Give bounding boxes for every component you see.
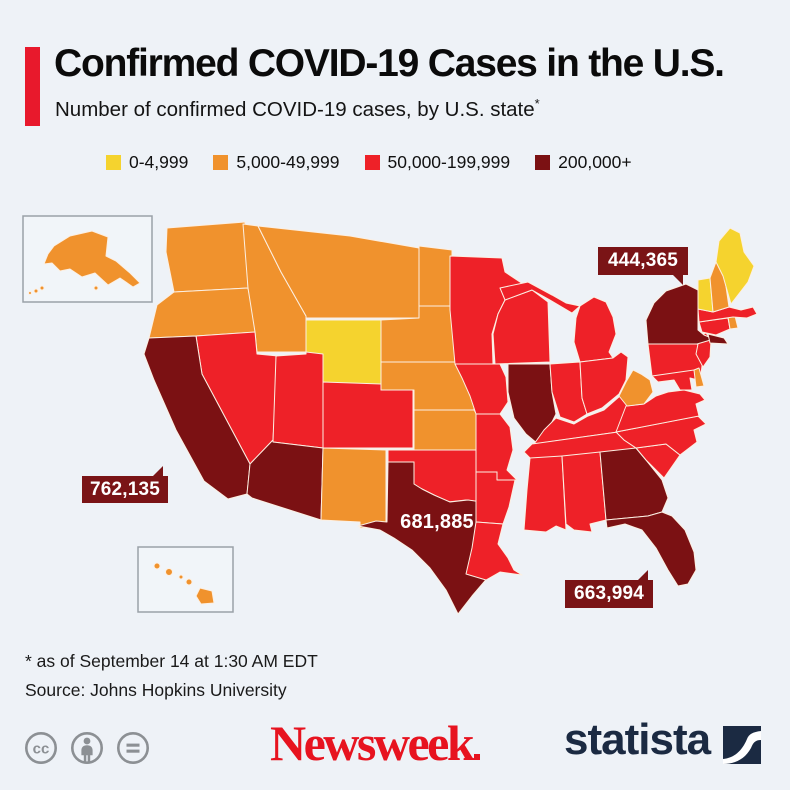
state-AK	[28, 230, 141, 295]
state-TX	[357, 461, 498, 615]
newsweek-logo: Newsweek	[270, 714, 481, 772]
subtitle-text: Number of confirmed COVID-19 cases, by U…	[55, 97, 535, 121]
callout-california: 762,135	[82, 466, 168, 503]
legend-item-0-4999: 0-4,999	[106, 152, 188, 173]
state-MO	[475, 413, 518, 481]
callout-new-york: 444,365	[598, 247, 688, 285]
state-WA	[165, 221, 249, 293]
hawaii-inset-box	[137, 546, 234, 613]
footnote: * as of September 14 at 1:30 AM EDT	[25, 651, 318, 671]
statista-logo-mark	[723, 726, 761, 764]
state-UT	[272, 351, 324, 449]
states-layer	[28, 221, 758, 615]
state-MI-upper-peninsula	[499, 281, 581, 314]
newsweek-dot	[474, 754, 481, 760]
state-ND	[418, 245, 453, 307]
callout-value: 762,135	[89, 478, 161, 500]
legend-label: 200,000+	[558, 152, 632, 172]
state-VA	[615, 389, 706, 433]
page-title: Confirmed COVID-19 Cases in the U.S.	[54, 42, 725, 85]
state-OR	[148, 287, 258, 339]
legend-swatch-red	[364, 155, 380, 170]
statista-logo: statista	[564, 715, 711, 765]
legend-swatch-orange	[213, 155, 229, 170]
state-HI	[153, 562, 215, 605]
legend-item-200000plus: 200,000+	[535, 152, 632, 173]
state-LA	[465, 521, 523, 581]
cc-glyph: cc	[33, 741, 50, 758]
state-AL	[561, 451, 607, 533]
state-MI	[573, 296, 617, 363]
state-MT	[257, 225, 420, 319]
callout-florida: 663,994	[565, 570, 653, 608]
state-KS	[413, 409, 481, 451]
state-MS	[523, 455, 567, 533]
equals-nd-icon	[117, 732, 149, 764]
state-WV	[618, 369, 654, 407]
legend-item-5000-49999: 5,000-49,999	[213, 152, 340, 173]
title-accent-bar	[25, 47, 40, 126]
subtitle: Number of confirmed COVID-19 cases, by U…	[55, 96, 540, 122]
state-NC	[615, 415, 707, 456]
legend-swatch-yellow	[106, 155, 121, 170]
cc-license-icons: cc	[24, 731, 150, 765]
texas-value-label: 681,885	[400, 511, 474, 533]
source-line: Source: Johns Hopkins University	[25, 680, 287, 700]
state-CA	[143, 335, 251, 500]
state-CO	[322, 381, 414, 449]
legend-label: 5,000-49,999	[236, 152, 340, 172]
legend-label: 50,000-199,999	[387, 152, 511, 172]
state-NY-long-island	[707, 333, 729, 345]
cc-icon: cc	[25, 732, 57, 764]
attribution-person-icon	[71, 732, 103, 764]
state-ME	[715, 227, 755, 305]
legend-swatch-darkred	[535, 155, 551, 170]
legend-label: 0-4,999	[129, 152, 189, 172]
callout-value: 444,365	[607, 250, 679, 271]
state-OH	[579, 351, 629, 415]
state-FL	[605, 511, 697, 587]
callout-value: 663,994	[573, 583, 645, 604]
legend-item-50000-199999: 50,000-199,999	[364, 152, 511, 173]
state-DE	[693, 367, 705, 388]
subtitle-note-marker: *	[534, 96, 540, 111]
state-NM	[320, 447, 387, 529]
legend: 0-4,999 5,000-49,999 50,000-199,999 200,…	[106, 152, 632, 173]
newsweek-wordmark: Newsweek	[270, 715, 475, 771]
statista-wordmark: statista	[564, 715, 711, 764]
state-NY	[645, 283, 715, 345]
